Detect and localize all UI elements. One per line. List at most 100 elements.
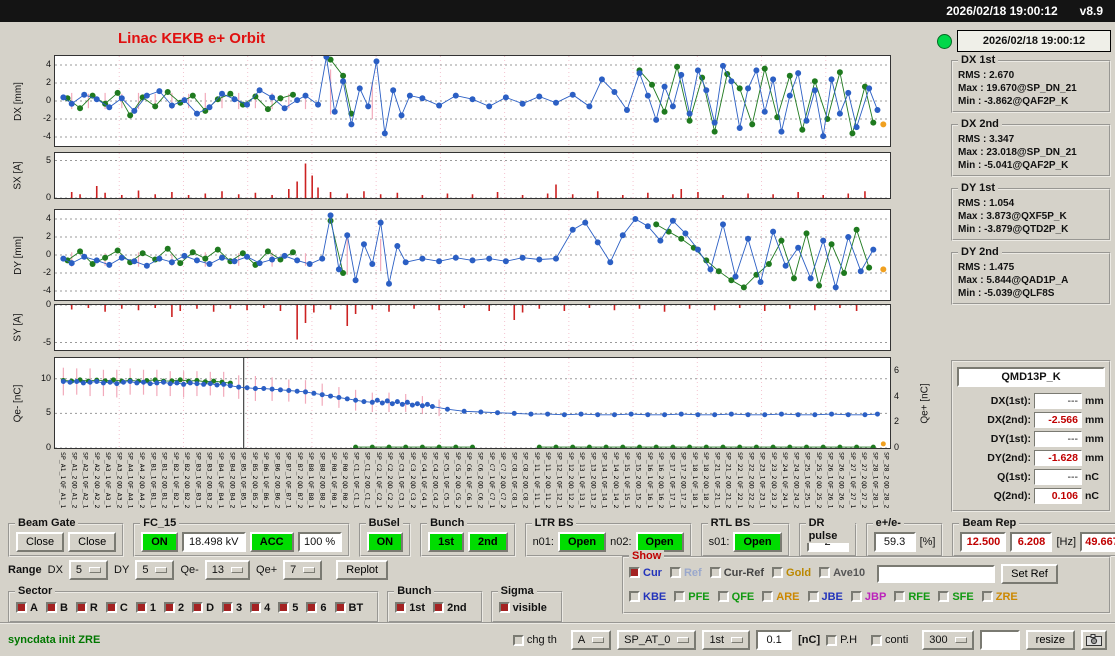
bunch-order-select[interactable]: 1st xyxy=(702,630,751,650)
beam-rep-value-1[interactable]: 12.500 xyxy=(960,532,1007,552)
bunch-1st-button[interactable]: 1st xyxy=(428,532,464,552)
sector-r[interactable]: R xyxy=(75,602,98,614)
checkbox[interactable] xyxy=(395,602,407,614)
fc15-acc-button[interactable]: ACC xyxy=(249,532,294,552)
svg-text:QD_B6_2: QD_B6_2 xyxy=(273,481,281,508)
checkbox[interactable] xyxy=(45,602,57,614)
range-dy-select[interactable]: 5 xyxy=(135,560,175,580)
checkbox[interactable] xyxy=(629,567,640,579)
beam-gate-close-2-button[interactable]: Close xyxy=(68,532,117,552)
sector-b[interactable]: B xyxy=(45,602,68,614)
beam-gate-close-1-button[interactable]: Close xyxy=(16,532,65,552)
checkbox[interactable] xyxy=(163,602,175,614)
checkbox[interactable] xyxy=(826,634,838,646)
replot-button[interactable]: Replot xyxy=(336,560,389,580)
svg-text:QF_B7_1: QF_B7_1 xyxy=(285,481,293,508)
sector-4[interactable]: 4 xyxy=(250,602,270,614)
show-jbe[interactable]: JBE xyxy=(807,591,843,603)
range-row: Range DX 5 DY 5 Qe- 13 Qe+ 7 Replot xyxy=(8,560,389,580)
sp-at-select[interactable]: SP_AT_0 xyxy=(617,630,697,650)
readout-value: --- xyxy=(1034,430,1082,447)
fc15-kv-field[interactable]: 18.498 kV xyxy=(181,532,246,552)
checkbox[interactable] xyxy=(306,602,318,614)
busel-on-button[interactable]: ON xyxy=(366,532,404,552)
beam-rep-value-2[interactable]: 6.208 xyxy=(1010,532,1053,552)
show-ref[interactable]: Ref xyxy=(669,567,702,579)
checkbox[interactable] xyxy=(772,567,784,579)
threshold-field[interactable]: 0.1 xyxy=(756,630,793,650)
checkbox[interactable] xyxy=(192,602,204,614)
resize-button[interactable]: resize xyxy=(1025,630,1075,650)
range-qe-plus-select[interactable]: 7 xyxy=(283,560,323,580)
checkbox[interactable] xyxy=(278,602,290,614)
checkbox[interactable] xyxy=(16,602,27,614)
chg-th-checkbox-item[interactable]: chg th xyxy=(512,634,557,646)
checkbox[interactable] xyxy=(850,591,862,603)
sector-c[interactable]: C xyxy=(105,602,128,614)
show-are[interactable]: ARE xyxy=(762,591,800,603)
show-ave10[interactable]: Ave10 xyxy=(819,567,865,579)
show-qfe[interactable]: QFE xyxy=(717,591,754,603)
fc15-percent-field[interactable]: 100 % xyxy=(297,532,342,552)
ltr-n01-open-button[interactable]: Open xyxy=(557,532,607,552)
checkbox[interactable] xyxy=(981,591,993,603)
range-dx-select[interactable]: 5 xyxy=(68,560,109,580)
rtl-s01-open-button[interactable]: Open xyxy=(733,532,782,552)
checkbox[interactable] xyxy=(938,591,950,603)
bunch-sel-1st[interactable]: 1st xyxy=(395,602,425,614)
beam-gate-label: Beam Gate xyxy=(15,517,79,530)
show-cur[interactable]: Cur xyxy=(629,567,662,579)
sector-bt[interactable]: BT xyxy=(334,602,363,614)
checkbox[interactable] xyxy=(894,591,906,603)
sector-2[interactable]: 2 xyxy=(163,602,184,614)
conti-checkbox-item[interactable]: conti xyxy=(871,634,908,646)
checkbox[interactable] xyxy=(222,602,234,614)
sector-6[interactable]: 6 xyxy=(306,602,327,614)
checkbox[interactable] xyxy=(871,634,883,646)
checkbox[interactable] xyxy=(105,602,117,614)
show-cur-ref[interactable]: Cur-Ref xyxy=(709,567,764,579)
sigma-visible[interactable]: visible xyxy=(498,602,547,614)
beam-rep-value-3[interactable]: 49.667 xyxy=(1080,532,1115,552)
checkbox[interactable] xyxy=(334,602,346,614)
mode-select[interactable]: A xyxy=(570,630,612,650)
count-select[interactable]: 300 xyxy=(922,630,974,650)
checkbox[interactable] xyxy=(807,591,819,603)
checkbox[interactable] xyxy=(717,591,729,603)
ratio-field[interactable]: 59.3 xyxy=(873,532,916,552)
checkbox[interactable] xyxy=(669,567,681,579)
checkbox[interactable] xyxy=(819,567,831,579)
sector-d[interactable]: D xyxy=(192,602,214,614)
sector-5[interactable]: 5 xyxy=(278,602,298,614)
checkbox[interactable] xyxy=(512,634,524,646)
checkbox[interactable] xyxy=(674,591,686,603)
show-jbp[interactable]: JBP xyxy=(850,591,886,603)
checkbox[interactable] xyxy=(433,602,445,614)
bunch-sel-2nd[interactable]: 2nd xyxy=(433,602,467,614)
checkbox[interactable] xyxy=(135,602,147,614)
range-qe-minus-select[interactable]: 13 xyxy=(204,560,251,580)
ph-checkbox-item[interactable]: P.H xyxy=(826,634,857,646)
sector-1[interactable]: 1 xyxy=(135,602,156,614)
checkbox[interactable] xyxy=(498,602,510,614)
ltr-n02-open-button[interactable]: Open xyxy=(635,532,684,552)
show-sfe[interactable]: SFE xyxy=(938,591,974,603)
extra-entry[interactable] xyxy=(979,630,1020,650)
show-kbe[interactable]: KBE xyxy=(629,591,666,603)
show-rfe[interactable]: RFE xyxy=(894,591,930,603)
ref-name-entry[interactable] xyxy=(877,565,996,583)
sector-a[interactable]: A xyxy=(16,602,38,614)
sector-3[interactable]: 3 xyxy=(222,602,242,614)
set-ref-button[interactable]: Set Ref xyxy=(1001,564,1058,584)
show-gold[interactable]: Gold xyxy=(772,567,811,579)
screenshot-button[interactable] xyxy=(1081,630,1107,650)
checkbox[interactable] xyxy=(762,591,774,603)
checkbox[interactable] xyxy=(629,591,640,603)
checkbox[interactable] xyxy=(75,602,87,614)
checkbox[interactable] xyxy=(709,567,721,579)
checkbox[interactable] xyxy=(250,602,262,614)
show-zre[interactable]: ZRE xyxy=(981,591,1018,603)
bunch-2nd-button[interactable]: 2nd xyxy=(468,532,508,552)
fc15-on-button[interactable]: ON xyxy=(141,532,178,552)
show-pfe[interactable]: PFE xyxy=(674,591,710,603)
